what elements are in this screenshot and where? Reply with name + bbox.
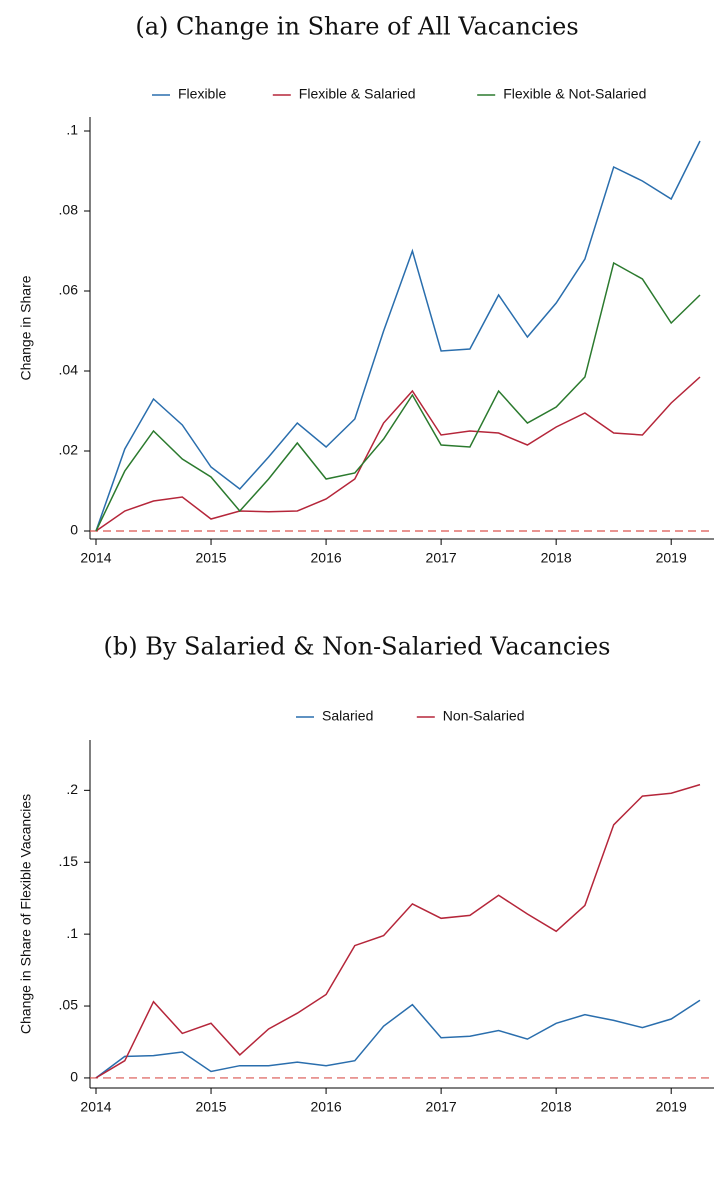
x-tick-label: 2018 <box>541 550 572 566</box>
series-line <box>95 999 701 1079</box>
y-tick-label: .08 <box>59 202 79 218</box>
x-tick-label: 2016 <box>311 1099 342 1115</box>
legend-label: Flexible <box>178 86 226 102</box>
series-line <box>95 261 701 532</box>
legend-label: Flexible & Not-Salaried <box>503 86 646 102</box>
y-tick-label: .06 <box>59 282 79 298</box>
chart-title: (a) Change in Share of All Vacancies <box>135 13 578 41</box>
x-tick-label: 2016 <box>311 550 342 566</box>
y-tick-label: 0 <box>70 1069 78 1085</box>
series-line <box>95 140 701 532</box>
x-tick-label: 2017 <box>426 550 457 566</box>
legend-label: Non-Salaried <box>443 708 525 724</box>
series-line <box>95 783 701 1079</box>
chart-title: (b) By Salaried & Non-Salaried Vacancies <box>104 633 611 661</box>
x-tick-label: 2015 <box>195 550 226 566</box>
x-tick-label: 2014 <box>80 550 111 566</box>
y-tick-label: .1 <box>66 122 78 138</box>
series-line <box>95 376 701 532</box>
y-tick-label: .02 <box>59 442 79 458</box>
y-tick-label: 0 <box>70 522 78 538</box>
y-axis-title: Change in Share <box>18 275 34 380</box>
y-axis-title: Change in Share of Flexible Vacancies <box>18 794 34 1034</box>
x-tick-label: 2014 <box>80 1099 111 1115</box>
x-tick-label: 2019 <box>656 550 687 566</box>
x-tick-label: 2015 <box>195 1099 226 1115</box>
y-tick-label: .15 <box>59 853 79 869</box>
y-tick-label: .1 <box>66 925 78 941</box>
y-tick-label: .2 <box>66 781 78 797</box>
legend-label: Flexible & Salaried <box>299 86 416 102</box>
y-tick-label: .04 <box>59 362 79 378</box>
x-tick-label: 2019 <box>656 1099 687 1115</box>
x-tick-label: 2018 <box>541 1099 572 1115</box>
legend-label: Salaried <box>322 708 373 724</box>
y-tick-label: .05 <box>59 997 79 1013</box>
x-tick-label: 2017 <box>426 1099 457 1115</box>
